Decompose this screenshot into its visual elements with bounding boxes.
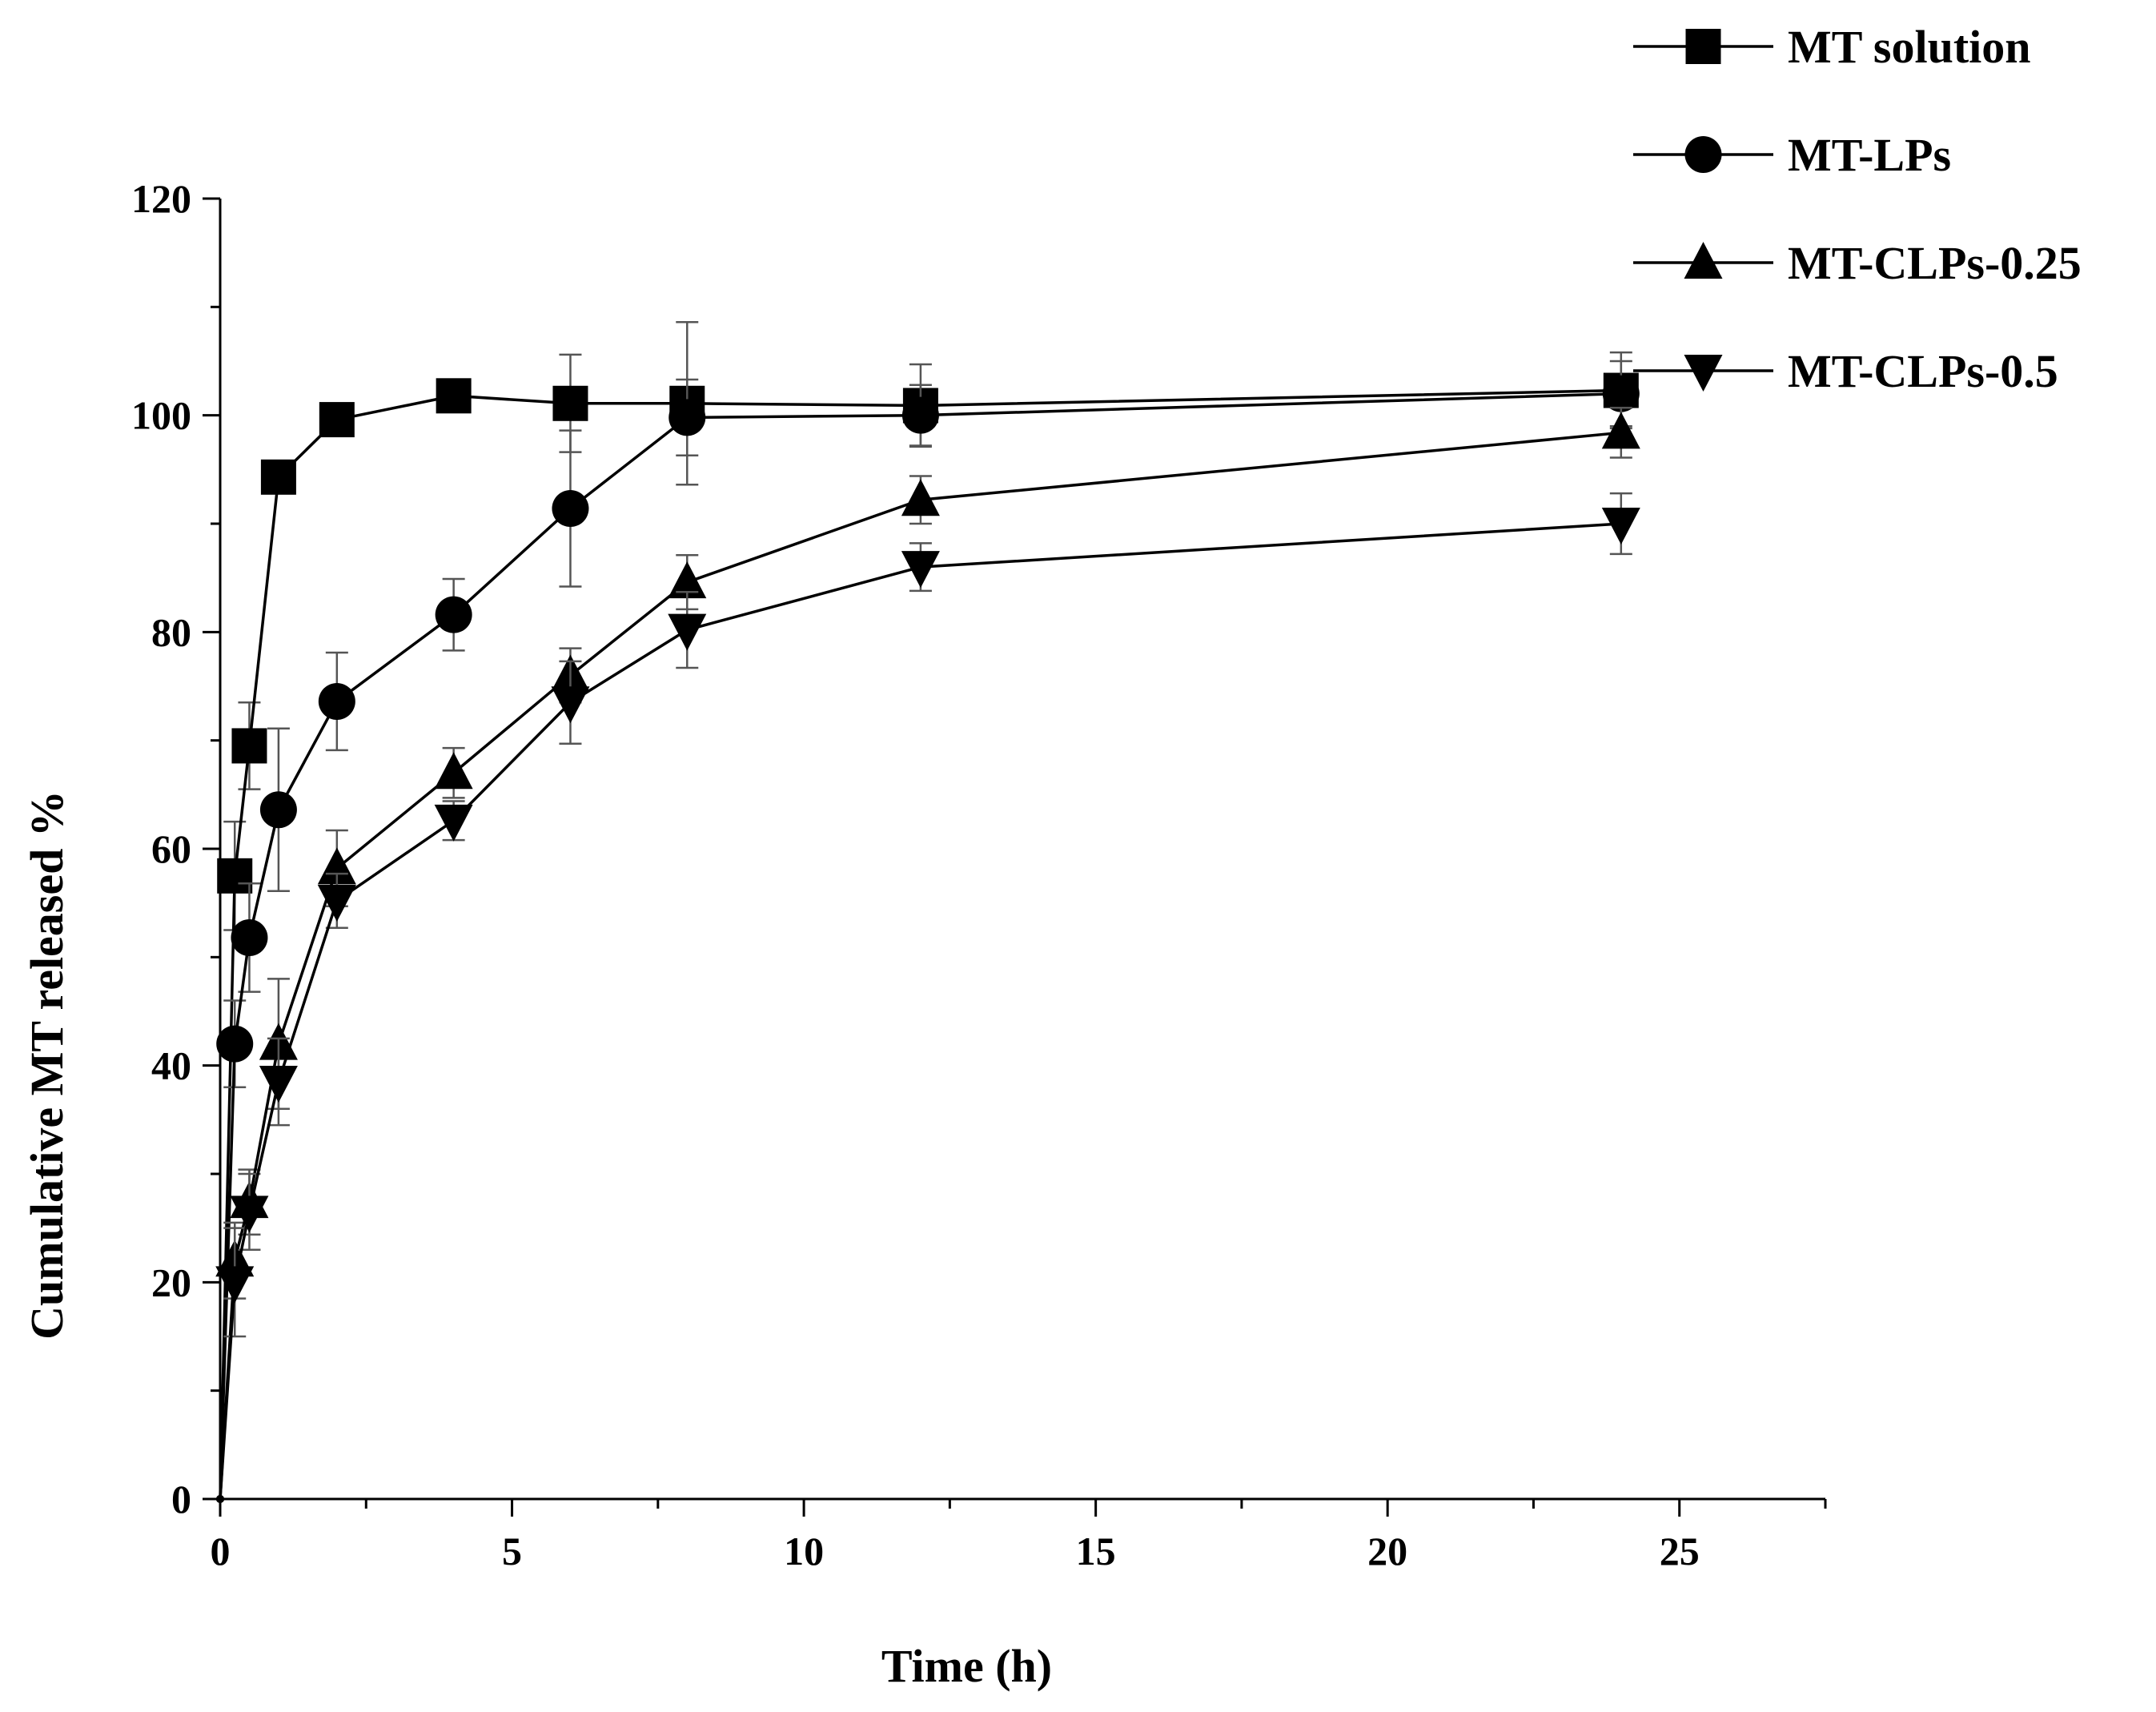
- legend-label: MT solution: [1788, 21, 2031, 73]
- legend-item: MT-CLPs-0.5: [1633, 345, 2058, 397]
- triangle-down-marker: [230, 1196, 269, 1233]
- triangle-down-marker: [259, 1065, 298, 1103]
- circle-marker: [231, 918, 268, 956]
- square-marker: [1685, 29, 1721, 64]
- triangle-down-marker: [901, 551, 940, 589]
- y-tick-label: 60: [151, 826, 191, 871]
- square-marker: [217, 858, 253, 894]
- x-tick-label: 10: [784, 1529, 824, 1573]
- circle-marker: [318, 682, 355, 720]
- x-axis-title: Time (h): [881, 1640, 1052, 1692]
- y-tick-label: 40: [151, 1043, 191, 1088]
- legend-label: MT-CLPs-0.5: [1788, 345, 2058, 397]
- series-layer: [215, 321, 1640, 1503]
- x-tick-label: 25: [1660, 1529, 1700, 1573]
- series-line: [219, 431, 1621, 1500]
- y-tick-label: 100: [131, 393, 191, 438]
- circle-marker: [216, 1025, 254, 1063]
- y-tick-label: 80: [151, 609, 191, 654]
- circle-marker: [668, 399, 706, 436]
- triangle-up-marker: [1601, 412, 1640, 449]
- circle-marker: [901, 396, 939, 434]
- x-tick-label: 5: [502, 1529, 522, 1573]
- circle-marker: [1684, 136, 1722, 173]
- x-tick-label: 0: [211, 1529, 231, 1573]
- circle-marker: [435, 596, 472, 633]
- triangle-up-marker: [434, 752, 473, 790]
- legend-item: MT solution: [1633, 21, 2031, 73]
- triangle-down-marker: [215, 1266, 255, 1304]
- legend-label: MT-LPs: [1788, 129, 1951, 181]
- x-tick-label: 20: [1367, 1529, 1407, 1573]
- legend-item: MT-LPs: [1633, 129, 1951, 181]
- legend-item: MT-CLPs-0.25: [1633, 237, 2082, 289]
- triangle-up-marker: [1684, 242, 1723, 279]
- square-marker: [319, 402, 355, 438]
- y-axis-title: Cumulative MT released %: [21, 790, 73, 1340]
- series-mt-lps: [216, 360, 1640, 1503]
- square-marker: [436, 378, 472, 414]
- square-marker: [552, 385, 588, 421]
- axes: 0 20 40 60 80 100 120 0 5 10 15 20 25: [131, 176, 1827, 1573]
- series-mt-clps-0-5: [215, 492, 1640, 1503]
- triangle-up-marker: [317, 847, 356, 885]
- origin-point: [216, 1495, 224, 1503]
- circle-marker: [259, 791, 297, 829]
- legend-label: MT-CLPs-0.25: [1788, 237, 2082, 289]
- x-tick-label: 15: [1076, 1529, 1116, 1573]
- circle-marker: [1602, 375, 1640, 412]
- square-marker: [231, 728, 267, 764]
- square-marker: [260, 459, 296, 495]
- circle-marker: [552, 490, 589, 528]
- triangle-down-marker: [668, 613, 707, 651]
- y-tick-label: 0: [171, 1477, 191, 1521]
- triangle-down-marker: [317, 884, 356, 922]
- y-tick-label: 20: [151, 1260, 191, 1304]
- triangle-down-marker: [551, 686, 590, 724]
- legend: MT solution MT-LPs MT-CLPs-0.25 MT-CLPs-0.5: [1633, 21, 2082, 397]
- series-line: [219, 392, 1621, 1500]
- series-line: [219, 522, 1621, 1500]
- triangle-up-marker: [901, 479, 940, 516]
- triangle-up-marker: [668, 561, 707, 599]
- triangle-down-marker: [1601, 508, 1640, 545]
- triangle-down-marker: [1684, 355, 1723, 392]
- triangle-down-marker: [434, 804, 473, 842]
- y-tick-label: 120: [131, 176, 191, 221]
- series-line: [219, 388, 1621, 1500]
